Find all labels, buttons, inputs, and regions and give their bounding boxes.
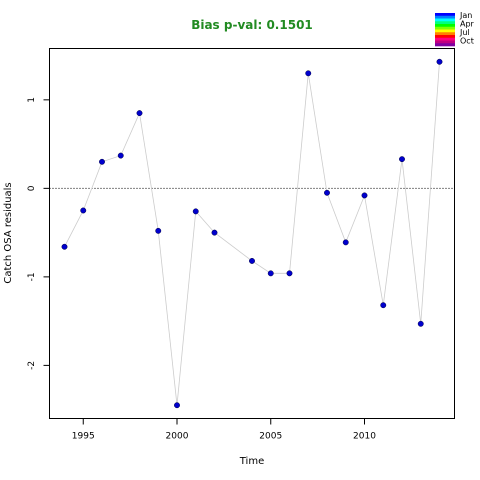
x-tick-label: 2000 xyxy=(166,432,189,442)
x-tick-label: 2005 xyxy=(259,432,282,442)
legend-color-band xyxy=(435,15,455,19)
x-tick-label: 2010 xyxy=(353,432,376,442)
y-axis-label: Catch OSA residuals xyxy=(3,182,14,283)
residual-point xyxy=(192,208,199,215)
legend-color-band xyxy=(435,24,455,28)
residual-point xyxy=(380,302,387,309)
legend-color-band xyxy=(435,40,455,44)
legend-color-band xyxy=(435,18,455,22)
y-tick-label: -1 xyxy=(27,272,37,281)
legend-color-band xyxy=(435,35,455,39)
residual-point xyxy=(267,270,274,277)
residual-point xyxy=(99,158,105,165)
legend-color-band xyxy=(435,13,455,17)
legend-color-band xyxy=(435,43,455,47)
residual-point xyxy=(155,227,162,234)
legend-color-band xyxy=(435,26,455,30)
legend-label: Oct xyxy=(460,37,474,46)
x-axis-label: Time xyxy=(239,456,264,467)
x-tick-label: 1995 xyxy=(72,432,95,442)
residual-point xyxy=(342,239,349,246)
residual-point xyxy=(80,207,87,214)
residual-point xyxy=(249,257,255,264)
residual-point xyxy=(286,270,293,277)
residual-point xyxy=(305,70,312,77)
residual-point xyxy=(324,189,330,196)
y-tick-label: 1 xyxy=(27,97,37,103)
legend-color-band xyxy=(435,32,455,36)
y-tick-label: -2 xyxy=(27,361,37,370)
y-tick-label: 0 xyxy=(27,185,37,191)
residual-point xyxy=(136,110,143,117)
residual-point xyxy=(211,229,218,236)
legend-color-band xyxy=(435,29,455,33)
plot-frame xyxy=(49,48,455,419)
residual-series xyxy=(61,58,443,409)
residual-point xyxy=(61,243,68,250)
legend-color-band xyxy=(435,21,455,25)
residual-point xyxy=(361,192,368,199)
residual-point xyxy=(174,402,180,409)
residual-point xyxy=(417,320,424,327)
axes: 1995 2000 2005 2010 -2 -1 0 1 xyxy=(27,97,376,442)
residual-point xyxy=(117,152,124,159)
legend-label: Apr xyxy=(460,20,475,29)
chart-title: Bias p-val: 0.1501 xyxy=(191,18,313,32)
residual-point xyxy=(436,58,443,65)
legend-color-band xyxy=(435,37,455,41)
residual-point xyxy=(399,156,405,163)
residual-line xyxy=(64,61,440,406)
legend-label: Jan xyxy=(459,11,472,20)
legend-label: Jul xyxy=(459,28,470,37)
